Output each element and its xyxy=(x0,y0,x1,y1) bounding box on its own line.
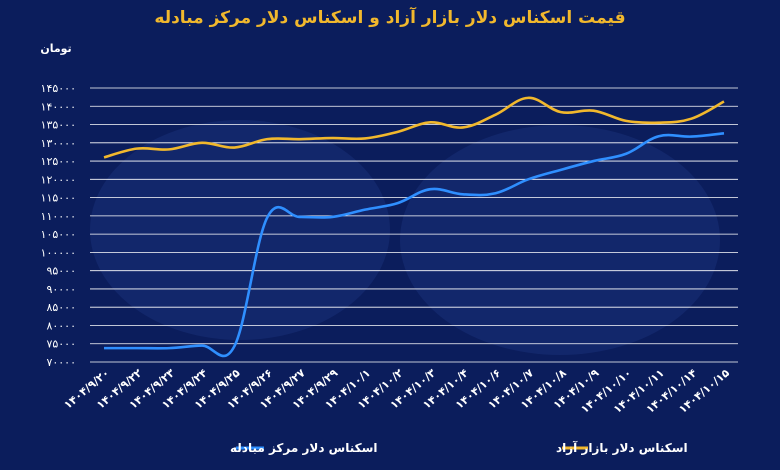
y-tick-label: ۱۴۵۰۰۰ xyxy=(41,82,76,95)
y-tick-label: ۹۵۰۰۰ xyxy=(46,265,76,278)
y-tick-label: ۱۰۵۰۰۰ xyxy=(41,228,76,241)
series-line-free-market xyxy=(103,96,725,159)
y-tick-label: ۱۳۵۰۰۰ xyxy=(41,119,76,132)
legend-label: اسکناس دلار بازار آزاد xyxy=(556,440,688,455)
y-tick-label: ۷۰۰۰۰ xyxy=(46,356,76,369)
y-tick-label: ۹۰۰۰۰ xyxy=(46,283,76,296)
y-tick-label: ۸۰۰۰۰ xyxy=(46,319,76,332)
watermark-logo xyxy=(90,120,720,355)
series-line-exchange-center xyxy=(103,132,725,358)
y-tick-label: ۱۴۰۰۰۰ xyxy=(41,100,76,113)
y-tick-label: ۷۵۰۰۰ xyxy=(46,338,76,351)
y-tick-label: ۱۱۵۰۰۰ xyxy=(41,192,76,205)
chart-title: قیمت اسکناس دلار بازار آزاد و اسکناس دلا… xyxy=(154,8,626,28)
y-axis: ۷۰۰۰۰ ۷۵۰۰۰ ۸۰۰۰۰ ۸۵۰۰۰ ۹۰۰۰۰ ۹۵۰۰۰ ۱۰۰۰۰۰ ۱۰۵۰… xyxy=(41,82,76,369)
legend: اسکناس دلار بازار آزاد اسکناس دلار مرکز م… xyxy=(230,440,688,455)
x-axis: ۱۴۰۴/۹/۲۰۱۴۰۴/۹/۲۲۱۴۰۴/۹/۲۳۱۴۰۴/۹/۲۴۱۴۰۴… xyxy=(61,366,732,416)
series-lines xyxy=(103,96,725,358)
legend-label: اسکناس دلار مرکز مبادله xyxy=(230,441,378,455)
grid-lines xyxy=(90,87,738,363)
y-tick-label: ۸۵۰۰۰ xyxy=(46,301,76,314)
y-axis-unit-label: تومان xyxy=(40,42,71,55)
y-tick-label: ۱۳۰۰۰۰ xyxy=(41,137,76,150)
y-tick-label: ۱۲۵۰۰۰ xyxy=(41,155,76,168)
y-tick-label: ۱۰۰۰۰۰ xyxy=(41,246,76,259)
y-tick-label: ۱۲۰۰۰۰ xyxy=(41,173,76,186)
y-tick-label: ۱۱۰۰۰۰ xyxy=(41,210,76,223)
